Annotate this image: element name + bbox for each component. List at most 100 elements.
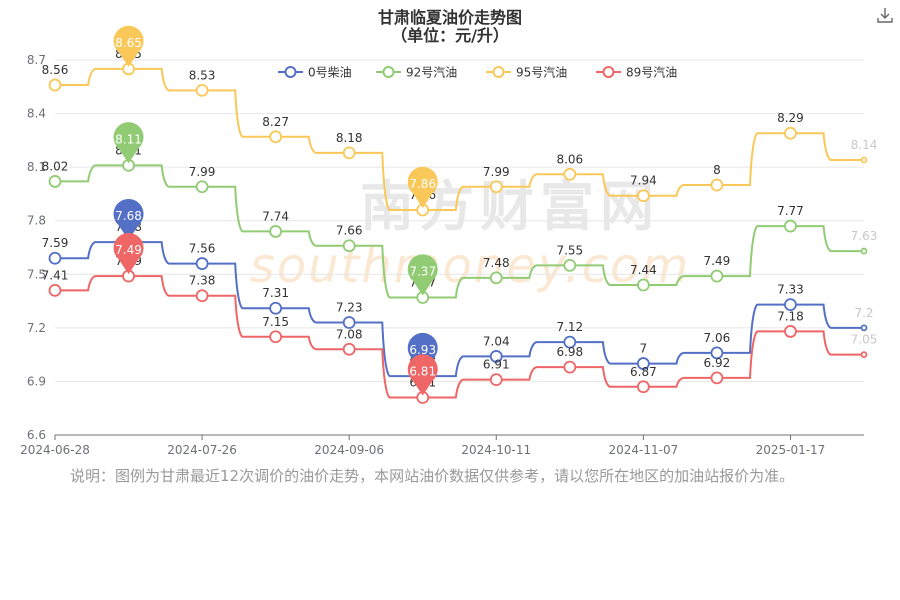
legend-label: 95号汽油 xyxy=(516,65,567,80)
legend-marker xyxy=(492,66,505,78)
data-point xyxy=(48,283,62,297)
series-line xyxy=(55,164,864,299)
data-label: 7.31 xyxy=(262,286,289,300)
data-label: 8.56 xyxy=(42,63,69,77)
data-label: 7.05 xyxy=(851,333,878,347)
data-label: 8.27 xyxy=(262,115,289,129)
chart-subtitle: （单位：元/升） xyxy=(391,26,509,45)
data-label: 6.87 xyxy=(630,365,657,379)
legend-label: 92号汽油 xyxy=(406,65,457,80)
x-tick-label: 2024-06-28 xyxy=(20,443,90,457)
data-point xyxy=(860,324,868,332)
y-tick-label: 8.7 xyxy=(27,53,46,67)
marker-pin-label: 7.68 xyxy=(115,209,142,223)
marker-pin-label: 8.65 xyxy=(115,36,142,50)
data-label: 7.77 xyxy=(777,204,804,218)
series-line xyxy=(55,67,864,212)
data-label: 7.48 xyxy=(483,256,510,270)
data-point xyxy=(636,357,650,370)
data-label: 7.33 xyxy=(777,283,804,297)
data-label: 7.2 xyxy=(854,306,873,320)
data-point xyxy=(860,156,868,164)
chart-title: 甘肃临夏油价走势图 xyxy=(377,8,522,27)
marker-pin xyxy=(407,354,438,396)
data-point xyxy=(636,189,650,203)
data-label: 8.06 xyxy=(556,152,583,166)
data-label: 7.74 xyxy=(262,209,289,223)
legend-label: 89号汽油 xyxy=(626,65,677,80)
data-point xyxy=(489,350,503,363)
x-tick-label: 2024-09-06 xyxy=(314,443,384,457)
marker-pin xyxy=(113,198,144,241)
data-point xyxy=(710,346,724,360)
y-tick-label: 6.9 xyxy=(27,374,46,388)
data-label: 8.18 xyxy=(336,131,363,145)
data-point xyxy=(342,316,356,329)
data-point xyxy=(710,269,724,283)
data-point xyxy=(636,278,650,292)
data-point xyxy=(269,330,283,344)
data-point xyxy=(48,78,62,92)
data-label: 6.98 xyxy=(556,345,583,359)
watermark-cn: 南方财富网 xyxy=(360,175,660,238)
marker-pin-label: 7.86 xyxy=(409,177,436,191)
data-point xyxy=(784,298,797,312)
data-label: 8.53 xyxy=(189,68,216,82)
data-point xyxy=(860,351,868,359)
chart-note: 说明：图例为甘肃最近12次调价的油价走势，本网站油价数据仅供参考，请以您所在地区… xyxy=(70,467,795,485)
data-label: 7.08 xyxy=(336,327,363,341)
data-label: 8.14 xyxy=(851,138,878,152)
download-icon[interactable] xyxy=(876,6,894,24)
data-point xyxy=(269,225,283,238)
data-point xyxy=(710,178,724,192)
legend-label: 0号柴油 xyxy=(308,66,352,80)
data-label: 7.56 xyxy=(189,242,216,256)
data-label: 7 xyxy=(640,342,648,356)
x-tick-label: 2025-01-17 xyxy=(756,443,826,457)
data-label: 8.02 xyxy=(42,159,69,173)
data-label: 7.63 xyxy=(851,229,878,243)
x-tick-label: 2024-11-07 xyxy=(608,443,678,457)
data-label: 7.94 xyxy=(630,174,657,188)
series-line xyxy=(54,241,864,378)
data-point xyxy=(784,126,797,140)
data-label: 7.99 xyxy=(189,165,216,179)
data-point xyxy=(563,258,577,272)
data-point xyxy=(48,251,62,265)
data-point xyxy=(342,342,356,356)
data-label: 7.06 xyxy=(704,331,731,345)
data-point xyxy=(269,301,283,315)
marker-pin xyxy=(407,166,438,208)
data-label: 7.59 xyxy=(42,236,69,250)
marker-pin-label: 7.37 xyxy=(409,265,436,279)
data-point xyxy=(269,130,283,144)
marker-pin-label: 7.49 xyxy=(115,243,142,257)
marker-pin xyxy=(407,332,438,375)
data-point xyxy=(342,239,356,253)
data-point xyxy=(563,360,577,374)
data-label: 7.55 xyxy=(556,243,583,257)
data-label: 7.04 xyxy=(483,334,510,348)
data-label: 8.29 xyxy=(777,111,804,125)
data-point xyxy=(48,175,62,188)
data-point xyxy=(636,380,650,394)
data-point xyxy=(784,325,797,338)
data-point xyxy=(195,180,209,194)
data-point xyxy=(489,271,503,285)
marker-pin-label: 6.93 xyxy=(409,343,436,357)
data-point xyxy=(860,247,868,255)
y-tick-label: 8.4 xyxy=(27,107,46,121)
data-label: 7.38 xyxy=(189,274,216,288)
data-point xyxy=(195,257,209,270)
data-label: 7.66 xyxy=(336,224,363,238)
marker-pin xyxy=(407,254,438,296)
data-label: 7.44 xyxy=(630,263,657,277)
data-label: 8 xyxy=(713,163,721,177)
marker-pin xyxy=(113,25,144,67)
data-point xyxy=(342,146,356,160)
y-tick-label: 6.6 xyxy=(27,428,46,442)
data-label: 6.92 xyxy=(704,356,731,370)
y-tick-label: 7.2 xyxy=(27,321,46,335)
